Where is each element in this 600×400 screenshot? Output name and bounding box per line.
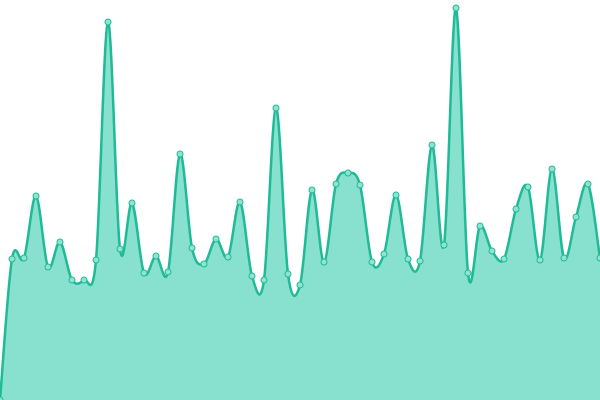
point-marker [500,255,508,263]
point-marker [596,254,600,262]
point-marker [476,222,484,230]
point-marker [584,180,592,188]
point-marker [272,104,280,112]
point-marker [284,270,292,278]
point-marker [0,396,4,400]
point-marker [344,169,352,177]
point-marker [560,254,568,262]
point-marker [260,276,268,284]
point-marker [572,213,580,221]
point-marker [248,272,256,280]
point-marker [152,252,160,260]
point-marker [320,258,328,266]
point-marker [380,250,388,258]
point-marker [56,238,64,246]
point-marker [68,276,76,284]
point-marker [464,269,472,277]
point-marker [188,244,196,252]
point-marker [452,4,460,12]
point-marker [200,260,208,268]
point-marker [428,141,436,149]
point-marker [32,192,40,200]
point-marker [212,235,220,243]
point-marker [140,269,148,277]
point-marker [416,257,424,265]
point-marker [44,263,52,271]
point-marker [224,253,232,261]
point-marker [512,205,520,213]
point-marker [332,180,340,188]
point-marker [488,247,496,255]
point-marker [548,165,556,173]
point-marker [128,199,136,207]
point-marker [392,191,400,199]
point-marker [404,255,412,263]
point-marker [116,245,124,253]
point-marker [92,256,100,264]
point-marker [20,254,28,262]
point-marker [80,276,88,284]
point-marker [176,150,184,158]
point-marker [536,256,544,264]
point-marker [296,281,304,289]
point-marker [524,183,532,191]
point-marker [8,255,16,263]
point-marker [104,18,112,26]
point-marker [368,258,376,266]
point-marker [308,186,316,194]
area-fill [0,7,600,400]
point-marker [164,268,172,276]
point-marker [440,241,448,249]
point-marker [236,198,244,206]
point-marker [356,181,364,189]
